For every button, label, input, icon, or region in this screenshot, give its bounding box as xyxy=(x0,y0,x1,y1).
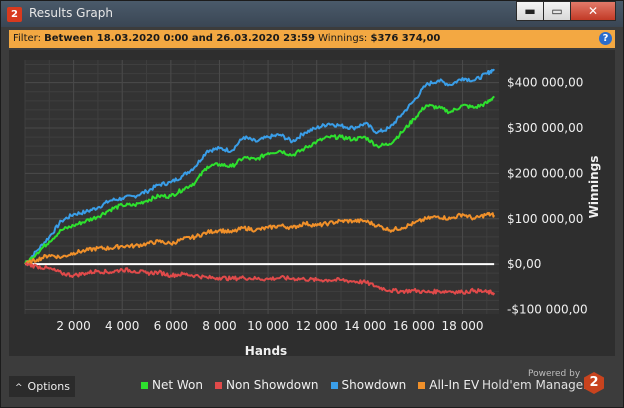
title-bar[interactable]: 2 Results Graph ▬ ▭ ✕ xyxy=(1,1,623,27)
y-tick-label: $0,00 xyxy=(507,257,541,271)
y-axis-label: Winnings xyxy=(587,156,601,219)
help-icon[interactable]: ? xyxy=(599,32,612,45)
legend-swatch xyxy=(141,381,148,389)
x-tick-label: 2 000 xyxy=(56,319,90,333)
x-tick-label: 4 000 xyxy=(105,319,139,333)
legend-swatch xyxy=(330,381,338,389)
x-tick-label: 12 000 xyxy=(296,319,338,333)
plot-background xyxy=(25,60,499,314)
x-tick-label: 8 000 xyxy=(202,319,236,333)
legend-item-showdown: Showdown xyxy=(330,378,407,392)
y-tick-label: $400 000,00 xyxy=(507,76,583,90)
legend-swatch xyxy=(215,381,222,389)
close-button[interactable]: ✕ xyxy=(570,1,616,21)
filter-range: Between 18.03.2020 0:00 and 26.03.2020 2… xyxy=(44,33,315,44)
legend-label: All-In EV xyxy=(429,378,480,392)
legend-swatch xyxy=(418,381,426,389)
x-tick-label: 16 000 xyxy=(393,319,435,333)
app-logo-icon: 2 xyxy=(7,7,22,22)
maximize-button[interactable]: ▭ xyxy=(543,1,571,21)
filter-bar: Filter: Between 18.03.2020 0:00 and 26.0… xyxy=(9,30,615,48)
chart-legend: Net Won Non Showdown Showdown All-In EV xyxy=(141,378,491,392)
winnings-value: $376 374,00 xyxy=(370,33,441,44)
y-tick-label: $200 000,00 xyxy=(507,166,583,180)
winnings-label: Winnings: xyxy=(318,33,368,44)
y-tick-label: $300 000,00 xyxy=(507,121,583,135)
legend-label: Non Showdown xyxy=(226,378,319,392)
y-tick-label: $100 000,00 xyxy=(507,212,583,226)
x-tick-label: 6 000 xyxy=(154,319,188,333)
legend-item-net-won: Net Won xyxy=(141,378,203,392)
chevron-up-icon: ^ xyxy=(15,383,23,393)
x-tick-label: 14 000 xyxy=(344,319,386,333)
series-line-showdown xyxy=(24,68,495,265)
minimize-button[interactable]: ▬ xyxy=(516,1,544,21)
window-title: Results Graph xyxy=(29,6,113,20)
chart-area: 2 000 4 000 6 000 8 000 10 000 12 000 14 000 16… xyxy=(9,50,615,358)
x-tick-label: 18 000 xyxy=(442,319,484,333)
x-axis-label: Hands xyxy=(245,344,287,356)
powered-by-label: Powered by xyxy=(528,369,581,379)
legend-label: Net Won xyxy=(152,378,203,392)
y-tick-label: -$100 000,00 xyxy=(507,302,588,316)
results-chart: 2 000 4 000 6 000 8 000 10 000 12 000 14 000 16… xyxy=(24,60,601,358)
legend-label: Showdown xyxy=(341,378,407,392)
options-label: Options xyxy=(27,380,70,393)
legend-item-allin-ev: All-In EV xyxy=(418,378,479,392)
brand-name: Hold'em Manager xyxy=(482,378,589,392)
x-tick-label: 10 000 xyxy=(247,319,289,333)
series-line-non-showdown xyxy=(24,262,496,296)
hem-logo-icon: 2 xyxy=(584,372,604,394)
filter-label: Filter: xyxy=(13,33,41,44)
legend-item-non-showdown: Non Showdown xyxy=(215,378,319,392)
series-line-net-won xyxy=(24,95,495,265)
series-line-all-in-ev xyxy=(24,211,496,266)
options-button[interactable]: ^ Options xyxy=(9,376,75,397)
